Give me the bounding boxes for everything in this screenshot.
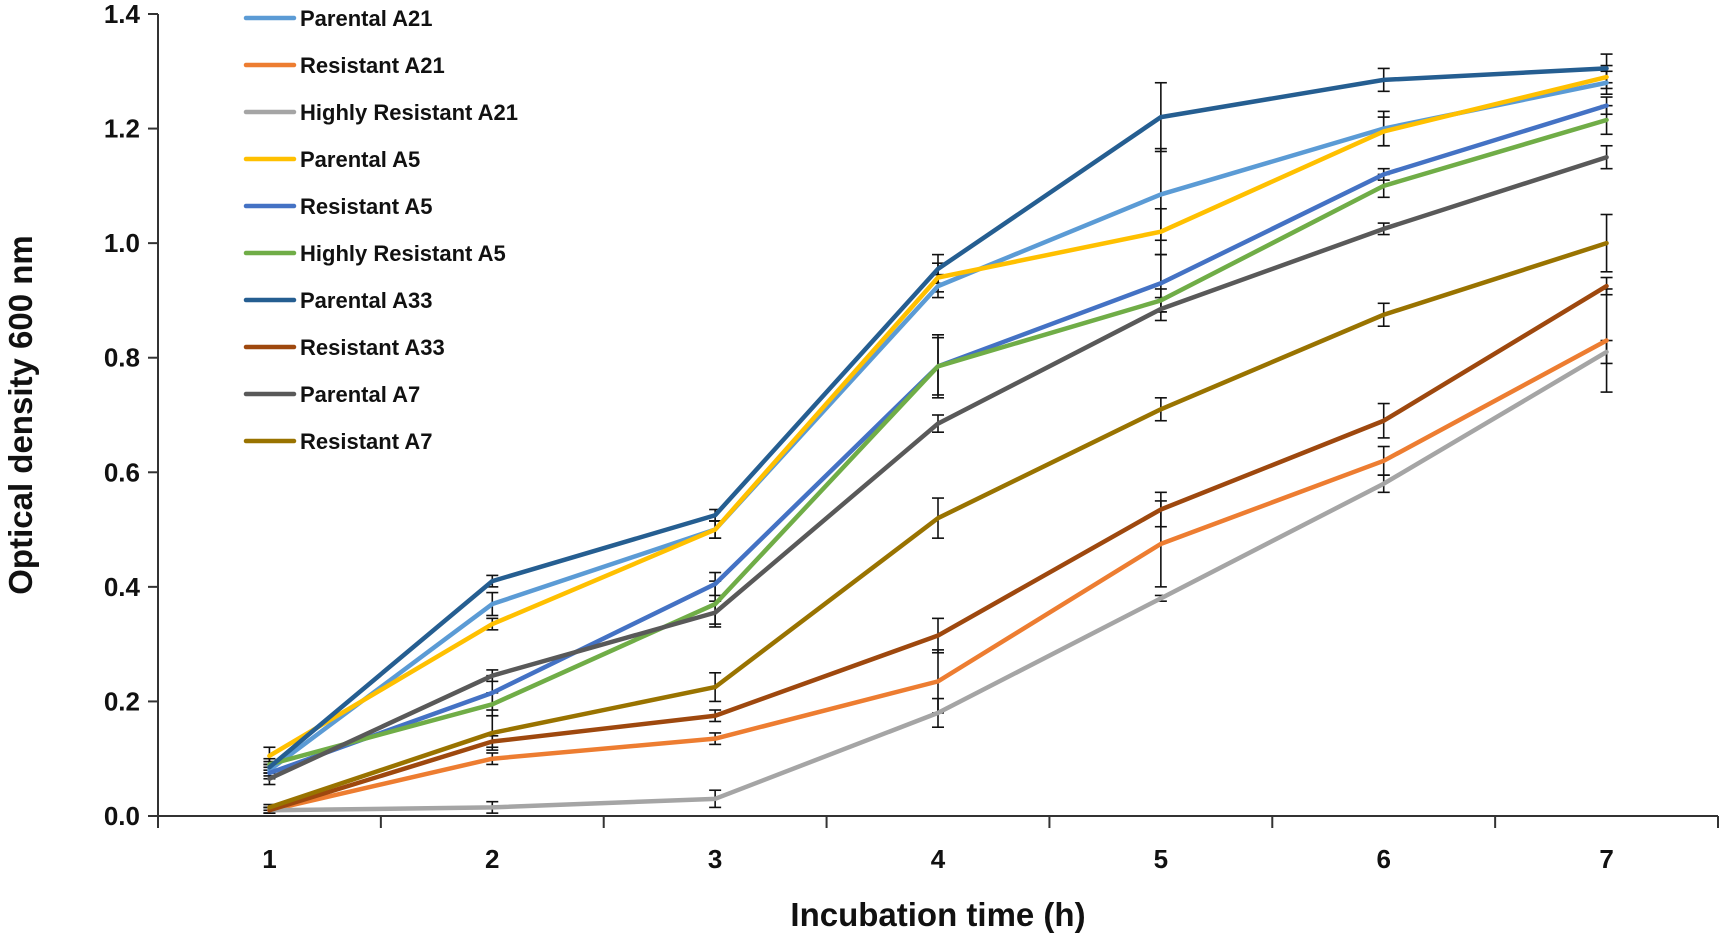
legend-item: Resistant A33 (243, 335, 445, 360)
series-line-highly-resistant-a21 (267, 349, 1609, 813)
legend-item: Parental A7 (243, 382, 420, 407)
legend-item: Parental A5 (243, 147, 420, 172)
y-tick-label: 0.6 (104, 457, 140, 487)
y-tick-label: 1.2 (104, 114, 140, 144)
legend-label: Resistant A33 (300, 335, 445, 360)
legend-label: Highly Resistant A5 (300, 241, 506, 266)
x-tick-label: 1 (262, 844, 276, 874)
legend: Parental A21 Resistant A21 Highly Resistan… (243, 6, 518, 454)
y-tick-label: 1.4 (104, 0, 141, 29)
legend-label: Parental A33 (300, 288, 432, 313)
legend-item: Resistant A7 (243, 429, 432, 454)
legend-label: Resistant A21 (300, 53, 445, 78)
series-line-parental-a21 (267, 80, 1609, 773)
y-tick-label: 0.8 (104, 343, 140, 373)
legend-label: Parental A21 (300, 6, 432, 31)
series-line-resistant-a21 (267, 338, 1609, 813)
legend-item: Highly Resistant A21 (243, 100, 518, 125)
x-tick-label: 5 (1154, 844, 1168, 874)
legend-label: Parental A7 (300, 382, 420, 407)
axes (157, 14, 1718, 817)
legend-label: Resistant A7 (300, 429, 432, 454)
legend-item: Highly Resistant A5 (243, 241, 506, 266)
x-tick-label: 6 (1376, 844, 1390, 874)
x-tick-label: 3 (708, 844, 722, 874)
x-tick-label: 2 (485, 844, 499, 874)
x-tick-label: 7 (1599, 844, 1613, 874)
series-line-resistant-a33 (267, 283, 1609, 813)
y-axis-title: Optical density 600 nm (2, 235, 39, 594)
legend-item: Resistant A5 (243, 194, 432, 219)
legend-item: Parental A21 (243, 6, 432, 31)
legend-item: Resistant A21 (243, 53, 445, 78)
series-line-parental-a7 (267, 154, 1609, 782)
legend-item: Parental A33 (243, 288, 432, 313)
series-line-highly-resistant-a5 (267, 117, 1609, 767)
legend-label: Resistant A5 (300, 194, 432, 219)
series-line-resistant-a7 (267, 240, 1609, 810)
legend-label: Highly Resistant A21 (300, 100, 518, 125)
series-line-parental-a33 (267, 66, 1609, 770)
x-axis-title: Incubation time (h) (790, 896, 1085, 933)
y-tick-label: 0.2 (104, 686, 140, 716)
y-tick-label: 1.0 (104, 228, 140, 258)
y-tick-label: 0.4 (104, 572, 141, 602)
series-line-parental-a5 (267, 74, 1609, 759)
x-tick-label: 4 (931, 844, 946, 874)
x-axis-ticks: 1 2 3 4 5 6 7 (157, 816, 1719, 874)
legend-label: Parental A5 (300, 147, 420, 172)
series-lines (267, 66, 1609, 813)
y-axis-ticks: 0.0 0.2 0.4 0.6 0.8 1.0 1.2 1.4 (104, 0, 158, 831)
y-tick-label: 0.0 (104, 801, 140, 831)
